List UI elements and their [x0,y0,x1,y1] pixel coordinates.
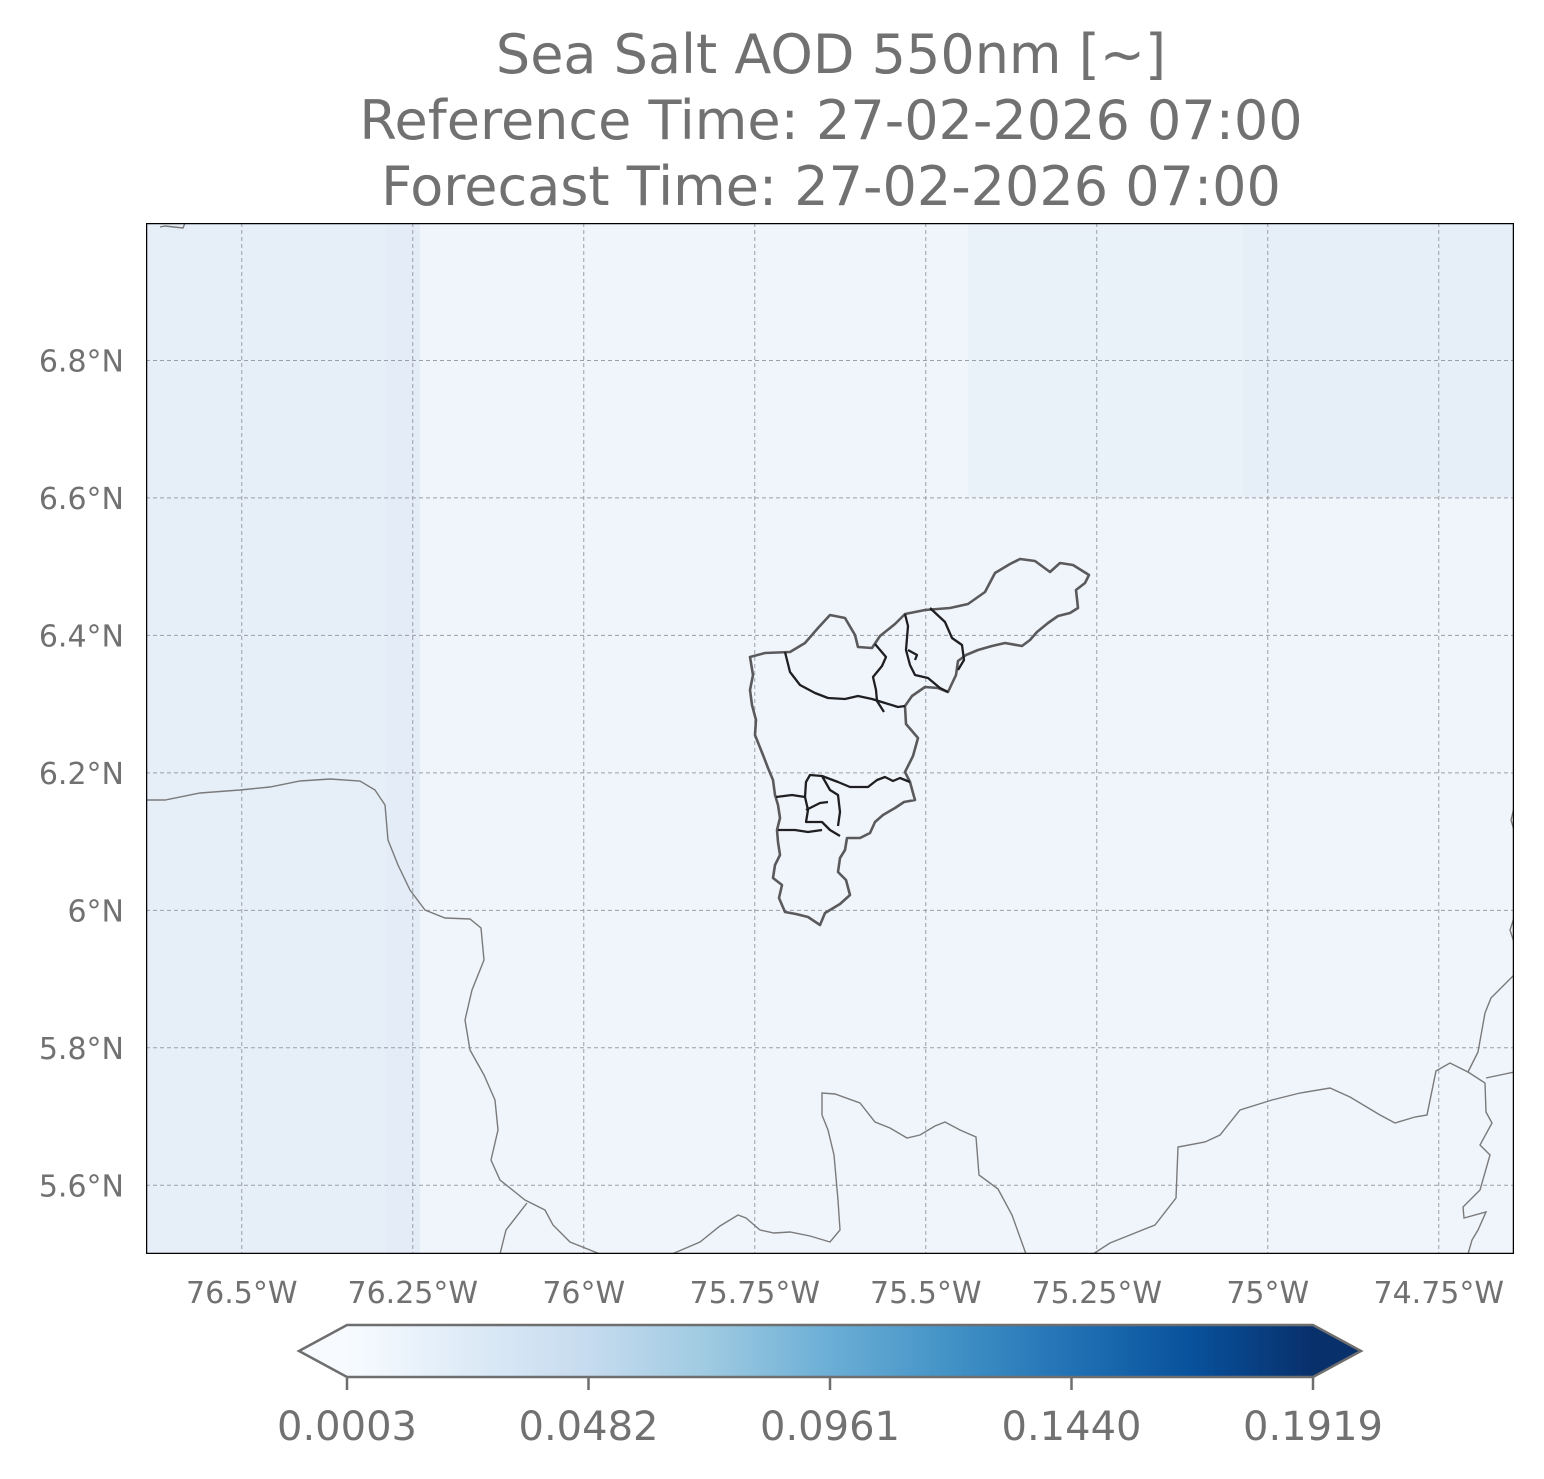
boundary-line-south-c [1092,974,1514,1254]
boundary-line-east-b [1485,1071,1514,1079]
internal-boundary-3 [903,613,949,694]
aod-field-west-band [146,223,386,1254]
map-title-line-1: Sea Salt AOD 550nm [~] [495,23,1167,86]
lon-tick-label: 75°W [1226,1276,1309,1311]
boundary-lines [146,223,1514,1254]
region-internal-boundaries [775,607,966,837]
lon-tick-label: 75.25°W [1031,1276,1162,1311]
internal-boundary-9 [778,828,823,834]
map-plot-area [146,223,1514,1254]
internal-boundary-7 [803,796,841,837]
boundary-line-east-edge-b [1509,917,1514,943]
lon-tick-label: 74.75°W [1373,1276,1504,1311]
internal-boundary-2 [871,643,888,713]
internal-boundary-5 [907,648,919,661]
colorbar-tick-label: 0.0003 [277,1404,417,1450]
colorbar-lower-extension [299,1325,347,1377]
internal-boundary-6 [775,773,911,799]
boundary-line-south-a [499,1202,528,1254]
lat-tick-label: 5.6°N [39,1169,124,1204]
lon-tick-label: 75.75°W [689,1276,820,1311]
colorbar-upper-extension [1313,1325,1361,1377]
map-title-line-3: Forecast Time: 27-02-2026 07:00 [381,155,1281,218]
internal-boundary-10 [805,800,829,812]
lon-tick-label: 75.5°W [870,1276,981,1311]
map-title-line-2: Reference Time: 27-02-2026 07:00 [359,89,1303,152]
lon-tick-label: 76.5°W [186,1276,297,1311]
colorbar-ticks: 0.0003 0.0482 0.0961 0.1440 0.1919 [277,1377,1383,1450]
lon-tick-label: 76°W [542,1276,625,1311]
boundary-line-northwest [159,223,186,229]
internal-boundary-8 [821,775,842,827]
longitude-tick-labels: 76.5°W 76.25°W 76°W 75.75°W 75.5°W 75.25°W 75°… [186,1276,1504,1311]
lon-tick-label: 76.25°W [347,1276,478,1311]
colorbar-tick-label: 0.1919 [1243,1404,1383,1450]
lat-tick-label: 5.8°N [39,1032,124,1067]
boundary-line-east-a [1462,1071,1493,1254]
boundary-line-south-b [671,1092,1027,1254]
boundary-line-west [146,778,601,1254]
colorbar-tick-label: 0.0482 [519,1404,659,1450]
internal-boundary-1 [783,651,906,709]
map-gridlines [146,223,1514,1254]
lat-tick-label: 6.2°N [39,757,124,792]
colorbar-gradient [347,1325,1313,1377]
latitude-tick-labels: 6.8°N 6.6°N 6.4°N 6.2°N 6°N 5.8°N 5.6°N [39,344,124,1204]
internal-boundary-4 [929,607,966,671]
colorbar-tick-label: 0.0961 [760,1404,900,1450]
lat-tick-label: 6.8°N [39,344,124,379]
lat-tick-label: 6.4°N [39,619,124,654]
lat-tick-label: 6°N [67,894,124,929]
colorbar-tick-label: 0.1440 [1002,1404,1142,1450]
lat-tick-label: 6.6°N [39,482,124,517]
aod-field-west-strip [386,223,420,1254]
colorbar: 0.0003 0.0482 0.0961 0.1440 0.1919 [277,1323,1383,1450]
